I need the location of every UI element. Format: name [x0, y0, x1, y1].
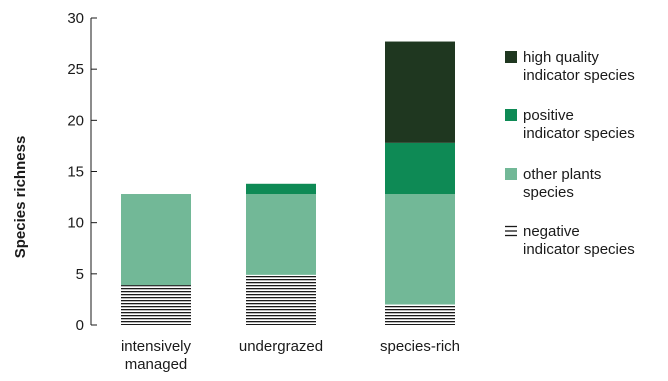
legend-label-other: other plants [523, 166, 601, 183]
category-label: species-rich [380, 338, 460, 355]
y-tick-label: 25 [67, 61, 84, 78]
legend-label-negative: negative [523, 223, 580, 240]
legend-label-other: species [523, 184, 574, 201]
bar-segment-negative-3 [385, 304, 455, 325]
category-label: intensively [121, 338, 192, 355]
legend-label-high: indicator species [523, 67, 635, 84]
bar-segment-other-3 [385, 194, 455, 305]
legend-label-high: high quality [523, 49, 599, 66]
legend-label-negative: indicator species [523, 241, 635, 258]
legend-label-positive: indicator species [523, 125, 635, 142]
bar-segment-high-3 [385, 41, 455, 143]
legend-label-positive: positive [523, 107, 574, 124]
bar-segment-other-2 [246, 194, 316, 275]
bar-segment-positive-3 [385, 142, 455, 195]
legend-swatch-high [505, 51, 517, 63]
y-tick-label: 20 [67, 112, 84, 129]
bar-segment-other-1 [121, 194, 191, 286]
y-tick-label: 10 [67, 215, 84, 232]
y-tick-label: 15 [67, 164, 84, 181]
bar-segment-negative-2 [246, 274, 316, 325]
y-tick-label: 5 [76, 266, 84, 283]
bar-segment-positive-2 [246, 183, 316, 195]
category-label: managed [125, 356, 188, 373]
legend-swatch-positive [505, 109, 517, 121]
category-label: undergrazed [239, 338, 323, 355]
legend-swatch-other [505, 168, 517, 180]
y-tick-label: 0 [76, 317, 84, 334]
bars-layer [121, 41, 455, 325]
y-tick-label: 30 [67, 10, 84, 27]
y-axis-title: Species richness [12, 136, 29, 259]
y-axis: 0 5 10 15 20 25 30 [67, 10, 97, 334]
bar-segment-negative-1 [121, 285, 191, 325]
